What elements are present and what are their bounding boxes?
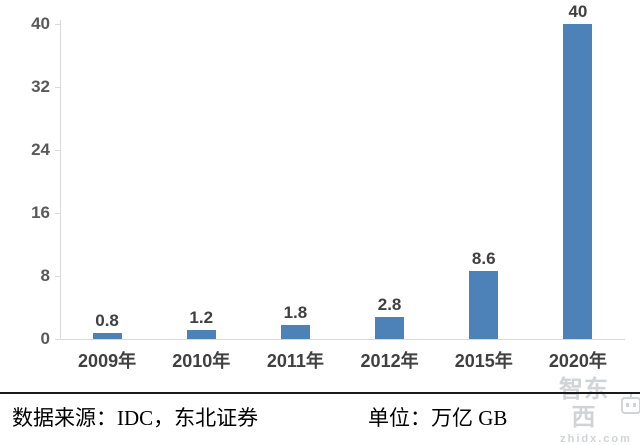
bar-value-label: 40: [568, 2, 588, 21]
bar: [280, 324, 310, 339]
x-axis-category-label: 2011年: [266, 351, 324, 371]
bar-chart: 0 8 16 24 32 40 0.8 2009年 1.2 2010年 1.8 2011年 2.8 201…: [31, 2, 625, 371]
y-axis-tick: [55, 150, 60, 151]
bar: [469, 271, 499, 339]
y-axis-tick-label: 40: [31, 14, 50, 33]
x-axis-line: [60, 339, 625, 340]
x-axis-category-label: 2015年: [454, 351, 513, 371]
bar-value-label: 2.8: [377, 294, 402, 314]
bar: [186, 329, 216, 339]
y-axis-tick-label: 8: [40, 266, 50, 285]
bar-value-label: 0.8: [95, 310, 119, 330]
y-axis-tick-label: 32: [31, 77, 50, 96]
robot-logo-icon: [620, 393, 640, 415]
y-axis-tick-label: 24: [31, 140, 50, 159]
x-axis-category-label: 2010年: [172, 351, 231, 371]
watermark-domain-text: zhidx.com: [560, 433, 632, 445]
bar-value-label: 1.8: [283, 302, 308, 322]
watermark: 智东西 zhidx.com: [550, 376, 640, 445]
x-axis-category-label: 2009年: [78, 351, 137, 371]
y-axis-tick: [55, 87, 60, 88]
footer-divider: [0, 392, 640, 394]
y-axis-tick: [55, 276, 60, 277]
y-axis-tick-label: 16: [31, 203, 50, 222]
bar-value-label: 8.6: [471, 249, 496, 269]
y-axis-tick: [55, 339, 60, 340]
bar-value-label: 1.2: [189, 307, 214, 327]
bar: [563, 24, 593, 339]
y-axis-tick: [55, 24, 60, 25]
footer: 数据来源：IDC，东北证券 单位：万亿 GB: [0, 392, 640, 445]
y-axis-tick: [55, 213, 60, 214]
y-axis-tick-label: 0: [40, 329, 50, 348]
watermark-brand-text: 智东西: [559, 376, 609, 431]
data-source-label: 数据来源：IDC，东北证券: [12, 406, 259, 430]
bar: [375, 316, 405, 339]
y-axis-line: [60, 20, 61, 340]
unit-label: 单位：万亿 GB: [368, 406, 508, 430]
x-axis-category-label: 2012年: [360, 351, 419, 371]
bar: [92, 332, 122, 339]
x-axis-category-label: 2020年: [548, 351, 607, 371]
